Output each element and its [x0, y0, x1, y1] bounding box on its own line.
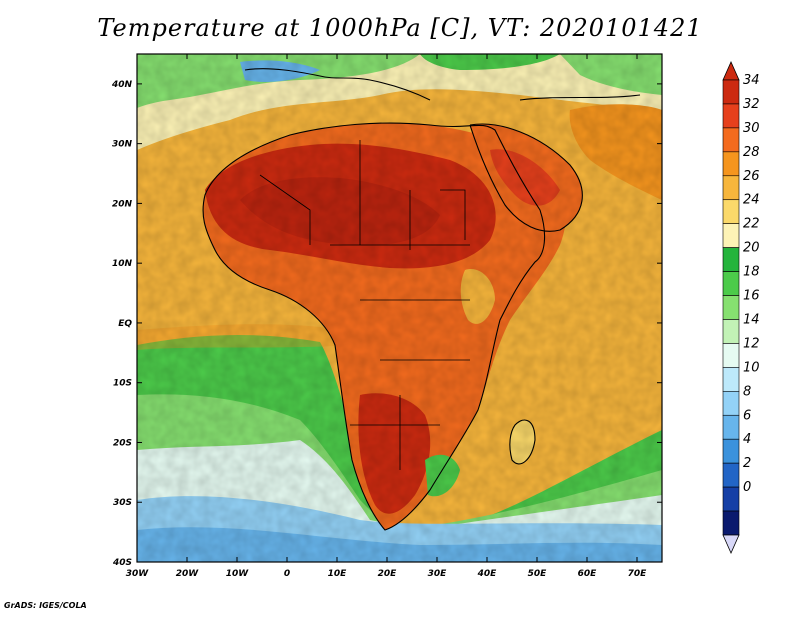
lon-tick-label: 50E — [528, 569, 548, 579]
lat-tick-label: 30S — [113, 498, 132, 508]
lon-tick-label: 70E — [628, 569, 648, 579]
colorbar-swatch — [722, 199, 740, 224]
colorbar-label: 32 — [743, 97, 760, 112]
colorbar-swatch — [722, 343, 740, 368]
credit-label: GrADS: IGES/COLA — [4, 601, 87, 610]
colorbar-swatch — [722, 223, 740, 248]
country-borders — [259, 140, 470, 470]
colorbar-top-arrow — [722, 61, 740, 81]
colorbar-label: 20 — [743, 241, 760, 256]
lat-tick-label: 30N — [112, 140, 133, 150]
colorbar-label: 16 — [743, 289, 760, 304]
colorbar-swatch — [722, 127, 740, 153]
lat-tick-label: 10N — [112, 259, 133, 269]
lon-tick-label: 20W — [176, 569, 200, 579]
lat-tick-label: EQ — [118, 319, 132, 329]
colorbar-swatch — [722, 295, 740, 320]
lon-tick-label: 30E — [428, 569, 448, 579]
coastlines — [202, 68, 641, 531]
colorbar-swatch — [722, 247, 740, 272]
colorbar-label: 10 — [743, 360, 760, 375]
latitude-labels: 40N 30N 20N 10N EQ 10S 20S 30S 40S — [111, 80, 133, 568]
lon-tick-label: 20E — [378, 569, 398, 579]
colorbar-swatch — [722, 319, 740, 344]
axis-ticks — [136, 54, 662, 563]
colorbar-swatch — [722, 79, 740, 105]
temperature-field — [137, 54, 662, 562]
colorbar-label: 0 — [743, 480, 751, 495]
colorbar-label: 6 — [743, 408, 751, 423]
colorbar-swatch — [722, 510, 740, 536]
colorbar-swatch — [722, 367, 740, 392]
plot-frame — [136, 53, 663, 563]
colorbar-label: 12 — [743, 336, 760, 351]
colorbar-label: 28 — [743, 145, 760, 160]
lon-tick-label: 30W — [126, 569, 150, 579]
colorbar-label: 26 — [743, 169, 760, 184]
colorbar-label: 30 — [743, 121, 760, 136]
lon-tick-label: 10E — [328, 569, 348, 579]
colorbar-swatch — [722, 414, 740, 440]
colorbar-label: 22 — [743, 217, 760, 232]
colorbar-label: 4 — [743, 432, 751, 447]
colorbar-label: 24 — [743, 193, 760, 208]
lon-tick-label: 0 — [284, 569, 290, 579]
colorbar-swatch — [722, 486, 740, 512]
colorbar-swatch — [722, 438, 740, 464]
lon-tick-label: 10W — [226, 569, 250, 579]
longitude-labels: 30W 20W 10W 0 10E 20E 30E 40E 50E 60E 70E — [126, 569, 647, 579]
colorbar-label: 14 — [743, 312, 760, 327]
lon-tick-label: 60E — [578, 569, 598, 579]
colorbar-bottom-arrow — [722, 534, 740, 554]
colorbar-swatch — [722, 462, 740, 488]
colorbar-label: 18 — [743, 265, 760, 280]
lat-tick-label: 10S — [113, 379, 132, 389]
colorbar-label: 34 — [743, 73, 760, 88]
colorbar-label: 2 — [743, 456, 751, 471]
colorbar-label: 8 — [743, 384, 751, 399]
colorbar-swatch — [722, 103, 740, 129]
colorbar-swatch — [722, 271, 740, 296]
lat-tick-label: 20S — [113, 438, 132, 448]
lat-tick-label: 20N — [112, 199, 133, 209]
colorbar-swatch — [722, 151, 740, 177]
colorbar-swatch — [722, 391, 740, 416]
lon-tick-label: 40E — [477, 569, 498, 579]
map-title: Temperature at 1000hPa [C], VT: 20201014… — [97, 14, 703, 42]
lat-tick-label: 40S — [112, 558, 132, 568]
lat-tick-label: 40N — [111, 80, 133, 90]
colorbar-swatch — [722, 175, 740, 201]
